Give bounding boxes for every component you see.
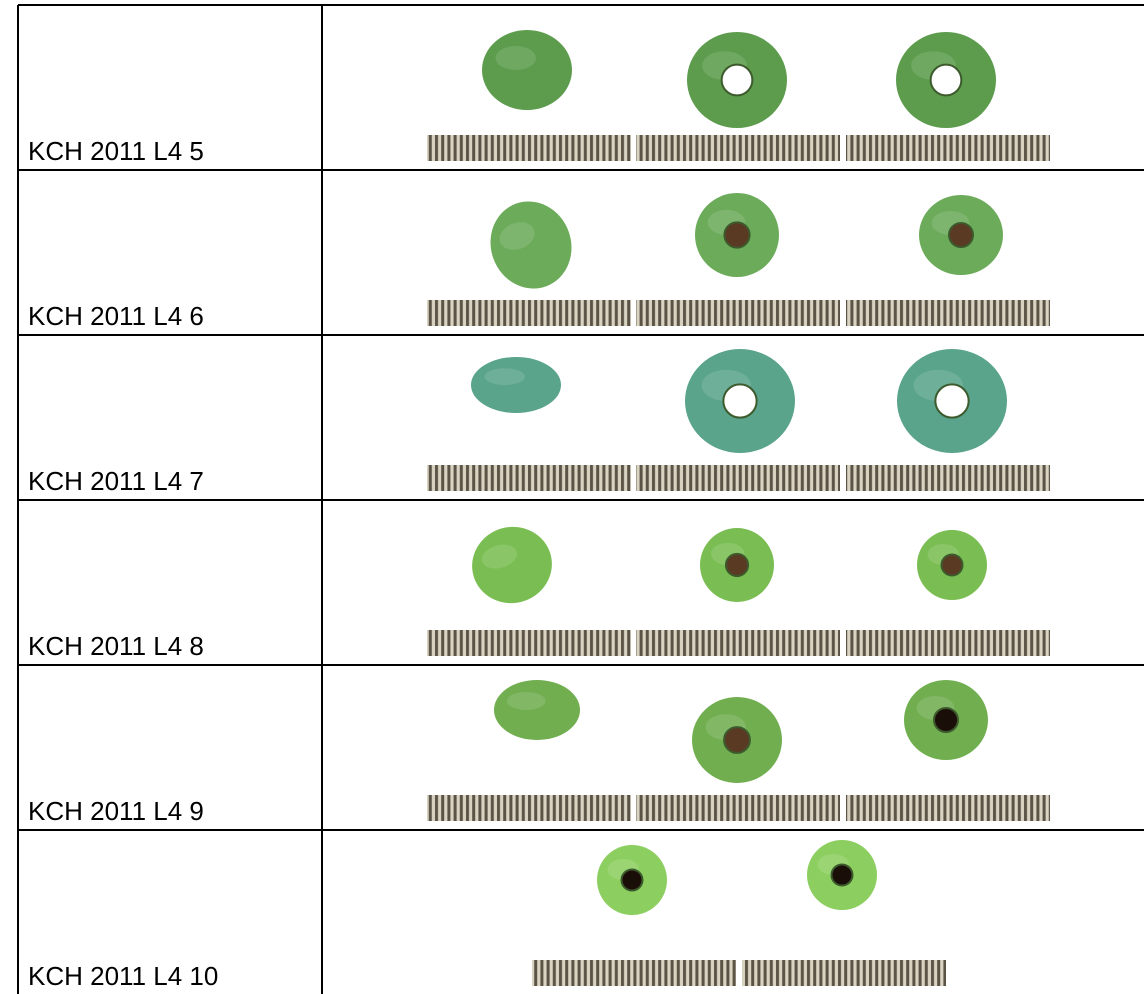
bead-highlight <box>499 222 535 250</box>
bead-photo <box>597 845 667 915</box>
bead <box>490 201 572 289</box>
bead-photo <box>919 195 1003 275</box>
bead-hole <box>724 552 750 578</box>
bead-photo <box>472 526 552 604</box>
scale-ruler <box>532 960 736 986</box>
bead-hole <box>940 553 964 577</box>
bead-photo <box>692 697 782 783</box>
bead-hole <box>830 863 854 887</box>
table-row: KCH 2011 L4 9 <box>28 680 1050 826</box>
scale-ruler <box>636 300 840 326</box>
bead-hole <box>934 383 970 419</box>
bead <box>494 680 580 740</box>
bead-hole <box>620 868 644 892</box>
bead-photo <box>917 530 987 600</box>
bead <box>472 526 552 604</box>
bead-hole <box>933 707 959 733</box>
table-row: KCH 2011 L4 10 <box>28 840 946 991</box>
bead-highlight <box>484 368 525 385</box>
bead-photo <box>896 32 996 128</box>
bead-hole <box>722 383 758 419</box>
row-label: KCH 2011 L4 6 <box>28 301 204 331</box>
row-label: KCH 2011 L4 8 <box>28 631 204 661</box>
scale-ruler <box>427 465 631 491</box>
scale-ruler <box>846 300 1050 326</box>
row-label: KCH 2011 L4 5 <box>28 136 204 166</box>
row-label: KCH 2011 L4 7 <box>28 466 204 496</box>
table-row: KCH 2011 L4 5 <box>28 30 1050 166</box>
scale-ruler <box>636 630 840 656</box>
table-row: KCH 2011 L4 8 <box>28 526 1050 661</box>
bead-hole <box>929 63 963 97</box>
scale-ruler <box>427 135 631 161</box>
bead-photo <box>490 201 572 289</box>
bead-hole <box>720 63 754 97</box>
row-label: KCH 2011 L4 9 <box>28 796 204 826</box>
bead-photo <box>494 680 580 740</box>
scale-ruler <box>846 135 1050 161</box>
scale-ruler <box>636 465 840 491</box>
scale-ruler <box>846 630 1050 656</box>
bead-highlight <box>506 692 546 710</box>
bead-photo <box>807 840 877 910</box>
scale-ruler <box>636 795 840 821</box>
bead-photo <box>904 680 988 760</box>
scale-ruler <box>427 795 631 821</box>
table-row: KCH 2011 L4 6 <box>28 193 1050 331</box>
bead-highlight <box>495 46 536 70</box>
bead-photo <box>471 357 561 413</box>
bead-photo <box>897 349 1007 453</box>
bead-photo <box>687 32 787 128</box>
bead-hole <box>723 726 751 754</box>
scale-ruler <box>846 465 1050 491</box>
bead-hole <box>948 222 974 248</box>
bead-hole <box>723 221 751 249</box>
scale-ruler <box>846 795 1050 821</box>
bead-photo <box>685 349 795 453</box>
table-row: KCH 2011 L4 7 <box>28 349 1050 496</box>
bead-photo <box>695 193 779 277</box>
bead-photo <box>482 30 572 110</box>
bead-photo <box>700 528 774 602</box>
bead <box>471 357 561 413</box>
row-label: KCH 2011 L4 10 <box>28 961 218 991</box>
bead <box>482 30 572 110</box>
bead-highlight <box>481 544 518 569</box>
scale-ruler <box>636 135 840 161</box>
scale-ruler <box>742 960 946 986</box>
scale-ruler <box>427 630 631 656</box>
scale-ruler <box>427 300 631 326</box>
